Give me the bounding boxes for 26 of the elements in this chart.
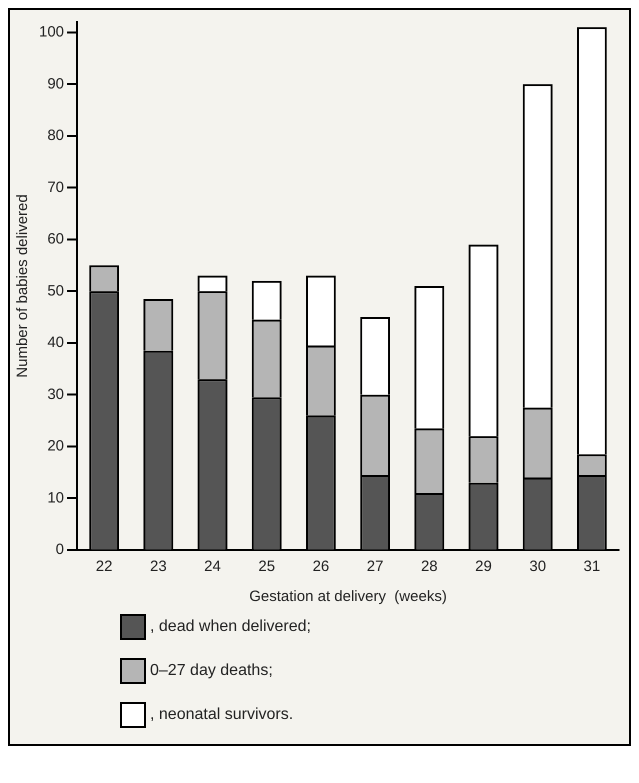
legend-label: , neonatal survivors.	[150, 706, 294, 724]
y-axis-title: Number of babies delivered	[14, 194, 32, 378]
legend-label: 0–27 day deaths;	[150, 662, 273, 680]
y-tick-label: 10	[47, 489, 64, 506]
x-tick-label: 30	[529, 558, 546, 576]
x-tick-label: 23	[150, 558, 167, 576]
x-axis-title: Gestation at delivery (weeks)	[249, 588, 447, 606]
x-tick-label: 28	[420, 558, 438, 576]
y-tick-label: 50	[47, 282, 64, 300]
x-tick-label: 31	[584, 558, 600, 576]
y-tick-label: 20	[47, 438, 64, 455]
y-tick-label: 70	[47, 178, 64, 196]
x-tick-label: 25	[258, 558, 276, 576]
y-tick-label: 80	[47, 127, 64, 144]
y-tick-label: 40	[47, 334, 64, 352]
y-tick-label: 100	[38, 23, 64, 40]
x-tick-label: 26	[312, 558, 330, 576]
x-tick-label: 29	[475, 558, 492, 576]
x-tick-label: 22	[96, 558, 112, 576]
x-tick-label: 24	[204, 558, 221, 576]
y-tick-label: 90	[47, 75, 64, 92]
y-tick-label: 60	[47, 230, 64, 248]
legend-label: , dead when delivered;	[150, 618, 311, 636]
y-tick-label: 30	[47, 386, 64, 403]
x-tick-label: 27	[366, 558, 384, 576]
y-tick-label: 0	[56, 541, 64, 558]
